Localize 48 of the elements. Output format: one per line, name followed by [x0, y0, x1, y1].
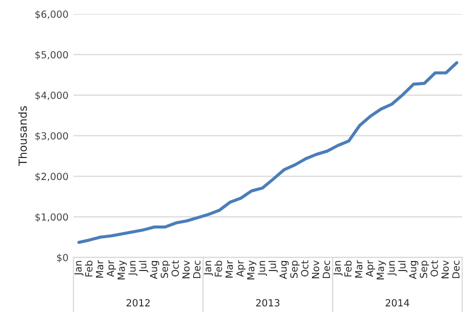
x-tick-label: Oct [301, 260, 308, 276]
x-tick-label: Nov [312, 260, 320, 278]
x-tick-label: Jan [334, 261, 343, 276]
text: 2013 [256, 299, 280, 306]
y-tick-label: $2,000 [35, 172, 68, 182]
x-tick-label: Apr [106, 260, 116, 277]
x-tick-label: Aug [150, 261, 160, 280]
x-tick-label: Sep [290, 260, 300, 278]
x-tick-label: Feb [214, 260, 222, 276]
y-tick-label: $6,000 [35, 10, 68, 20]
x-tick-label: Apr [366, 260, 376, 277]
x-tick-label: Sep [160, 260, 170, 278]
x-tick-label: Jul [398, 261, 408, 272]
line-series [77, 61, 458, 244]
x-tick-label: Mar [355, 260, 362, 278]
x-tick-label: Oct [430, 260, 438, 276]
x-tick-label: Jan [74, 261, 84, 276]
x-tick-label: Jul [138, 261, 148, 272]
x-tick-label: Jun [388, 261, 397, 276]
x-tick-label: Jan [204, 261, 214, 276]
x-tick-label: Mar [226, 260, 233, 278]
y-tick-label: $5,000 [35, 50, 68, 60]
y-tick-label: $1,000 [35, 213, 68, 222]
x-tick-label: Dec [322, 260, 330, 278]
x-tick-label: May [376, 260, 386, 280]
x-tick-label: Dec [193, 260, 200, 278]
x-tick-label: Jun [258, 261, 268, 276]
text: 2014 [386, 299, 410, 306]
y-axis-title: Thousands [18, 106, 27, 166]
text: 2012 [126, 299, 150, 306]
y-tick-label: $3,000 [35, 132, 68, 141]
x-tick-label: Jun [128, 261, 138, 276]
x-tick-label: Nov [442, 260, 449, 278]
x-tick-label: Nov [182, 260, 190, 278]
x-tick-label: Apr [236, 260, 246, 277]
x-tick-label: Aug [409, 261, 418, 280]
x-tick-label: Dec [452, 260, 460, 278]
x-tick-label: Mar [96, 260, 104, 278]
x-tick-label: May [118, 260, 127, 280]
x-tick-label: Aug [280, 261, 289, 280]
x-tick-label: May [247, 260, 256, 280]
x-tick-label: Oct [172, 260, 179, 276]
x-tick-label: Sep [420, 260, 430, 278]
x-tick-label: Feb [84, 260, 92, 276]
y-tick-label: $0 [57, 254, 68, 263]
x-tick-label: Jul [268, 261, 278, 272]
y-tick-label: $4,000 [35, 91, 68, 100]
x-tick-label: Feb [344, 260, 352, 276]
